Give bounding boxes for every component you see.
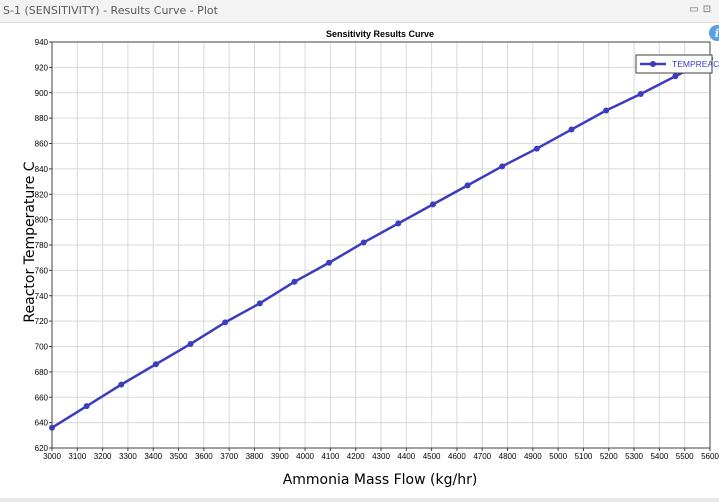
y-tick-label: 720: [35, 317, 49, 326]
data-point[interactable]: [152, 361, 159, 368]
data-point[interactable]: [603, 107, 610, 114]
y-tick-label: 760: [35, 266, 49, 275]
legend-marker-swatch: [650, 61, 656, 67]
chart-title: Sensitivity Results Curve: [326, 29, 434, 39]
x-tick-label: 3300: [119, 452, 137, 461]
x-tick-label: 4300: [372, 452, 390, 461]
data-point[interactable]: [291, 278, 298, 285]
y-tick-label: 820: [35, 190, 49, 199]
data-point[interactable]: [118, 381, 125, 388]
x-tick-label: 4400: [397, 452, 415, 461]
data-point[interactable]: [499, 163, 506, 170]
data-point[interactable]: [222, 319, 229, 326]
x-tick-label: 4800: [499, 452, 517, 461]
y-tick-label: 740: [35, 292, 49, 301]
x-tick-label: 3200: [94, 452, 112, 461]
restore-icon[interactable]: ▭: [689, 3, 699, 15]
x-tick-label: 3600: [195, 452, 213, 461]
legend-entry-label: TEMPREAC C: [672, 59, 719, 69]
x-tick-label: 4900: [524, 452, 542, 461]
x-tick-label: 4100: [321, 452, 339, 461]
y-tick-label: 640: [35, 419, 49, 428]
x-tick-label: 5600: [701, 452, 719, 461]
x-tick-label: 3100: [68, 452, 86, 461]
y-tick-label: 900: [35, 89, 49, 98]
y-tick-label: 800: [35, 216, 49, 225]
data-point[interactable]: [49, 424, 55, 431]
x-tick-label: 5400: [650, 452, 668, 461]
y-tick-label: 700: [35, 343, 49, 352]
data-point[interactable]: [568, 126, 575, 133]
y-tick-label: 660: [35, 393, 49, 402]
y-tick-label: 680: [35, 368, 49, 377]
x-tick-label: 5100: [575, 452, 593, 461]
data-point[interactable]: [326, 259, 333, 266]
data-point[interactable]: [672, 73, 679, 80]
y-tick-label: 620: [35, 444, 49, 453]
data-point[interactable]: [360, 239, 367, 246]
info-icon[interactable]: i: [709, 25, 719, 41]
y-tick-label: 920: [35, 63, 49, 72]
x-tick-label: 4200: [347, 452, 365, 461]
window-title: S-1 (SENSITIVITY) - Results Curve - Plot: [3, 4, 218, 17]
legend[interactable]: TEMPREAC C: [635, 54, 719, 74]
data-point[interactable]: [533, 145, 540, 152]
y-tick-label: 940: [35, 38, 49, 47]
x-tick-label: 3800: [246, 452, 264, 461]
x-tick-label: 5200: [600, 452, 618, 461]
x-tick-label: 4600: [448, 452, 466, 461]
x-tick-label: 5500: [676, 452, 694, 461]
x-tick-label: 3700: [220, 452, 238, 461]
data-point[interactable]: [637, 91, 644, 98]
legend-box: [635, 54, 713, 74]
y-axis-label: Reactor Temperature C: [22, 161, 38, 322]
x-tick-label: 5300: [625, 452, 643, 461]
x-tick-label: 5000: [549, 452, 567, 461]
grid-lines: [51, 41, 711, 449]
x-tick-label: 3400: [144, 452, 162, 461]
x-tick-label: 3500: [170, 452, 188, 461]
x-tick-label: 4700: [473, 452, 491, 461]
window-bottom-border: [0, 498, 719, 502]
data-point[interactable]: [395, 220, 402, 227]
results-curve-plot: 3000 3100 3200 3300 3400 3500 3600 3700 3800 3900…: [22, 29, 719, 488]
x-tick-label: 3000: [43, 452, 61, 461]
x-tick-label: 4500: [423, 452, 441, 461]
data-point[interactable]: [464, 182, 471, 189]
y-tick-label: 780: [35, 241, 49, 250]
y-tick-label: 880: [35, 114, 49, 123]
x-tick-label: 4000: [296, 452, 314, 461]
data-point[interactable]: [256, 300, 263, 307]
axis-ticks: 3000 3100 3200 3300 3400 3500 3600 3700 3800 3900…: [35, 38, 719, 461]
x-tick-label: 3900: [271, 452, 289, 461]
series-line: [51, 57, 711, 429]
maximize-icon[interactable]: ⊡: [702, 3, 712, 15]
data-point[interactable]: [83, 403, 90, 410]
y-tick-label: 840: [35, 165, 49, 174]
title-bar[interactable]: S-1 (SENSITIVITY) - Results Curve - Plot…: [0, 0, 719, 23]
x-axis-label: Ammonia Mass Flow (kg/hr): [283, 472, 478, 488]
y-tick-label: 860: [35, 140, 49, 149]
data-point[interactable]: [187, 340, 194, 347]
data-point[interactable]: [429, 201, 436, 208]
